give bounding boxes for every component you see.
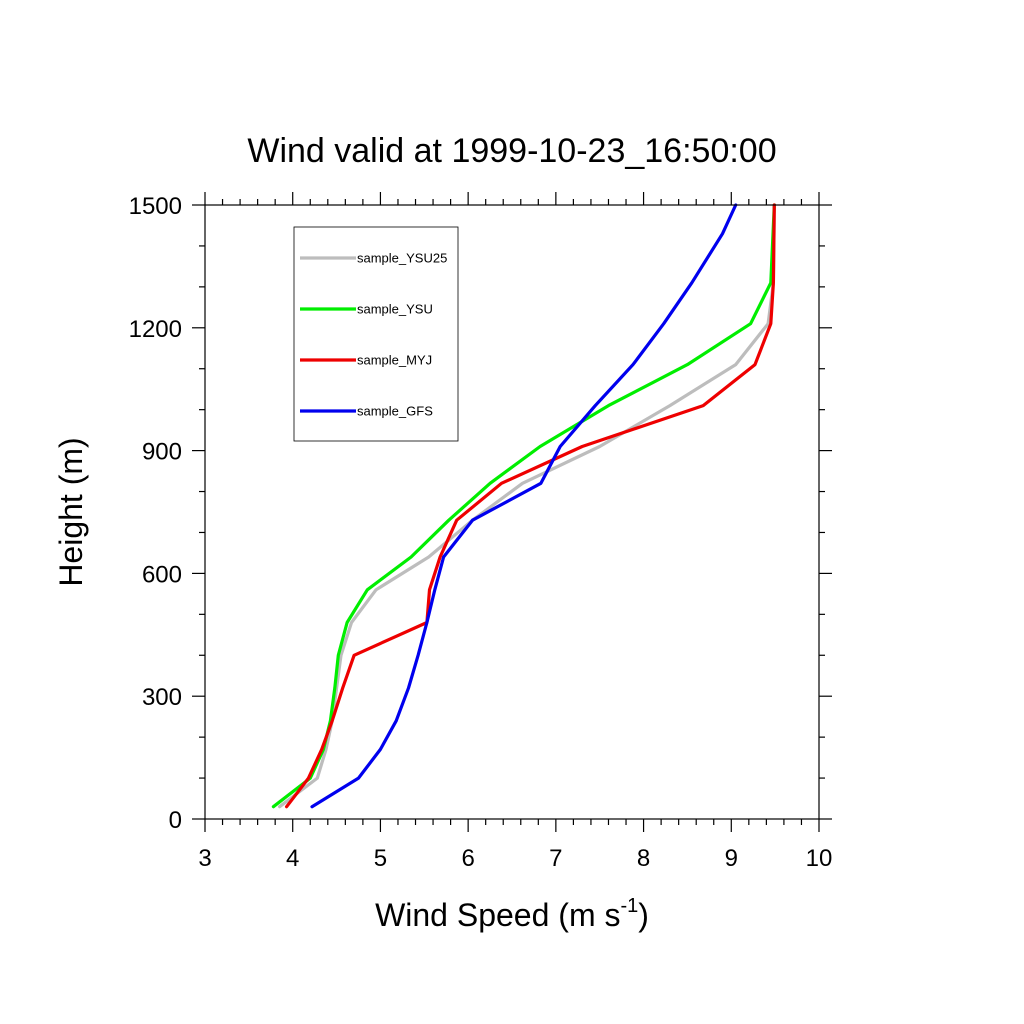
x-tick-label: 6	[461, 845, 474, 872]
plot-frame	[204, 204, 820, 820]
tick-labels: 3 4 5 6 7 8 9 10 0 300 600 900 1200 1500	[129, 193, 833, 872]
x-tick-label: 4	[286, 845, 299, 872]
x-axis-label-superscript: -1	[620, 895, 638, 917]
x-axis-label-suffix: )	[638, 897, 649, 933]
x-tick-label: 7	[549, 845, 562, 872]
x-axis-label: Wind Speed (m s-1)	[375, 895, 649, 933]
x-tick-label: 8	[637, 845, 650, 872]
series-line-sample_GFS	[310, 203, 738, 809]
legend-label-sample_YSU: sample_YSU	[357, 302, 433, 317]
x-tick-label: 9	[725, 845, 738, 872]
legend-label-sample_GFS: sample_GFS	[357, 404, 433, 419]
y-axis-label: Height (m)	[53, 437, 89, 586]
y-tick-label: 600	[142, 561, 182, 588]
x-tick-label: 3	[198, 845, 211, 872]
legend: sample_YSU25 sample_YSU sample_MYJ sample_G…	[293, 226, 459, 442]
y-tick-label: 0	[169, 807, 182, 834]
x-tick-label: 10	[806, 845, 833, 872]
x-axis-label-text: Wind Speed (m s	[375, 897, 620, 933]
legend-label-sample_YSU25: sample_YSU25	[357, 251, 447, 266]
series-lines	[271, 203, 776, 809]
series-line-sample_MYJ	[285, 203, 776, 809]
y-tick-label: 1500	[129, 193, 182, 220]
axis-ticks	[192, 192, 832, 832]
y-tick-label: 900	[142, 439, 182, 466]
x-tick-label: 5	[374, 845, 387, 872]
y-tick-label: 300	[142, 684, 182, 711]
y-tick-label: 1200	[129, 316, 182, 343]
legend-box	[293, 226, 459, 442]
legend-label-sample_MYJ: sample_MYJ	[357, 353, 432, 368]
chart-title: Wind valid at 1999-10-23_16:50:00	[247, 132, 776, 170]
